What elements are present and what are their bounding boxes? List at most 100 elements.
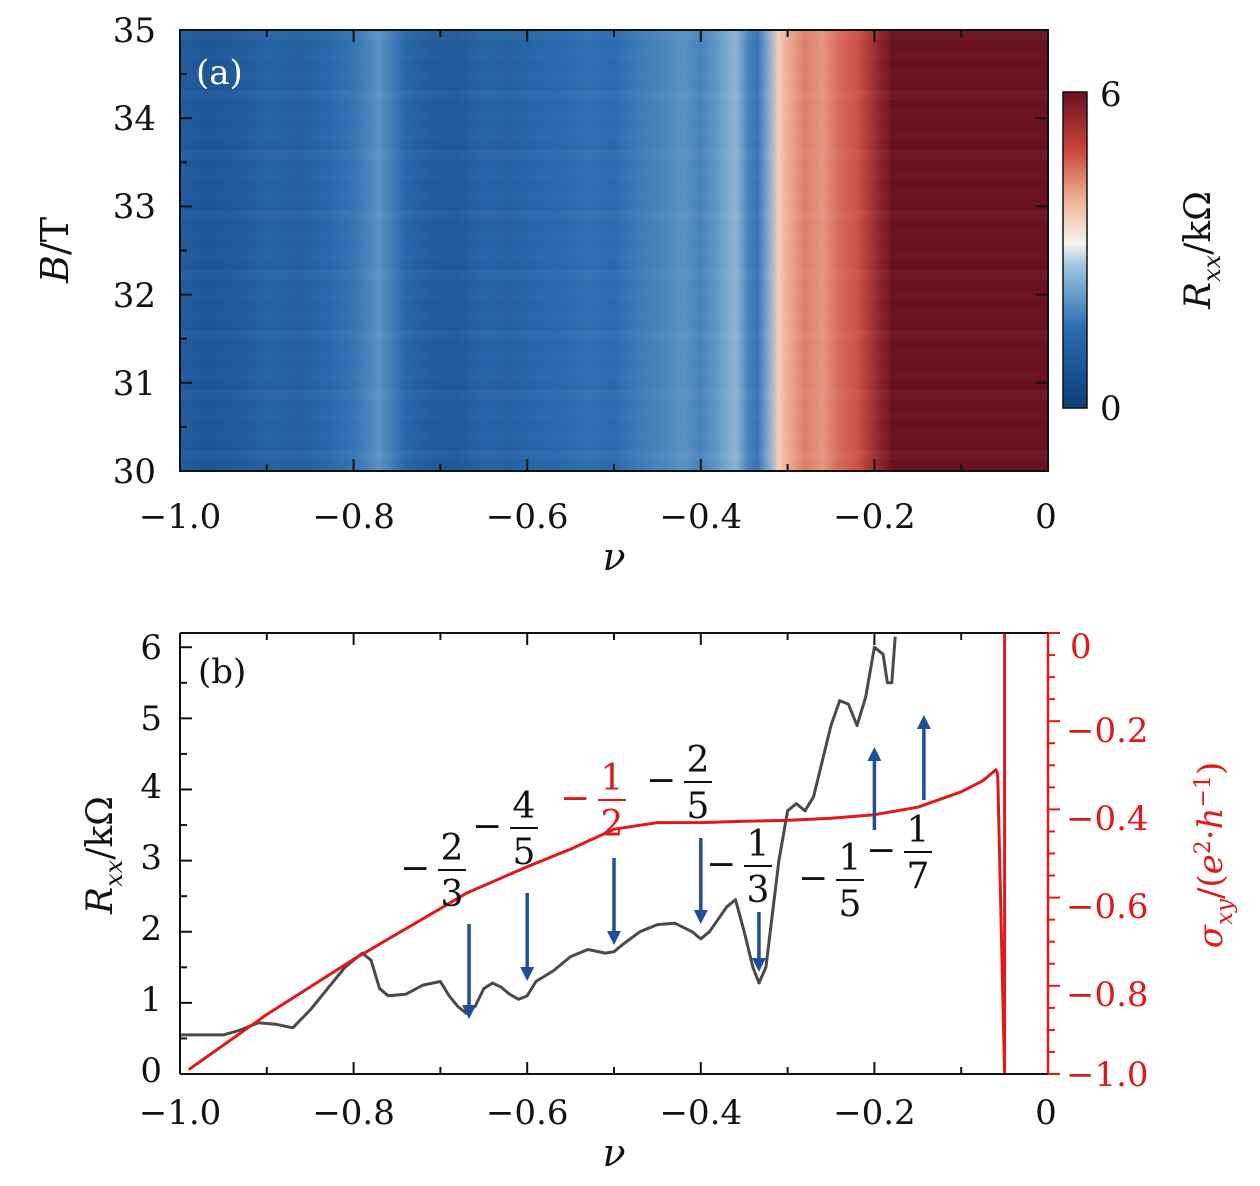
panel-b-y-ticks: 0 1 2 3 4 5 6	[140, 628, 162, 1091]
y-tick-label: 4	[140, 767, 162, 807]
y2-tick-label: −0.2	[1066, 711, 1149, 751]
y-tick-label: 6	[140, 628, 162, 668]
x-tick-label: 0	[1035, 1093, 1057, 1133]
panel-b-x-ticks: −1.0 −0.8 −0.6 −0.4 −0.2 0	[139, 1093, 1057, 1133]
fraction-denominator: 2	[601, 804, 624, 845]
fraction-denominator: 5	[687, 786, 710, 827]
fraction-label-2-3: − 2 3	[400, 828, 466, 915]
panel-b-tag: (b)	[198, 652, 246, 692]
fraction-label-1-5: − 1 5	[798, 838, 864, 925]
heatmap-band	[180, 190, 1048, 200]
fraction-sign: −	[798, 858, 828, 899]
heatmap-band	[180, 210, 1048, 220]
fraction-denominator: 5	[513, 832, 536, 873]
heatmap-band	[180, 70, 1048, 80]
heatmap-band	[180, 50, 1048, 60]
x-tick-label: −1.0	[139, 497, 222, 537]
heatmap-band	[180, 350, 1048, 360]
x-tick-label: −0.6	[486, 497, 569, 537]
y-tick-label: 35	[113, 11, 156, 51]
colorbar-label: Rxx/kΩ	[1178, 191, 1226, 310]
heatmap-band	[180, 410, 1048, 420]
annotation-arrows	[462, 715, 931, 1019]
panel-b-y-label: Rxx/kΩ	[80, 796, 128, 915]
fraction-numerator: 4	[513, 786, 536, 827]
fraction-label-1-3: − 1 3	[706, 824, 772, 911]
x-tick-label: −0.8	[312, 497, 395, 537]
panel-a-x-ticks: −1.0 −0.8 −0.6 −0.4 −0.2 0	[139, 497, 1057, 537]
colorbar-min-label: 0	[1100, 389, 1122, 429]
heatmap-band	[180, 170, 1048, 180]
y-tick-label: 34	[113, 99, 156, 139]
panel-b: (b) −1.0 −0.8 −0.6 −0.4 −0.2 0 0 1 2 3 4…	[80, 627, 1238, 1175]
fraction-sign: −	[472, 806, 502, 847]
x-tick-label: −0.4	[660, 1093, 743, 1133]
fraction-numerator: 1	[839, 838, 862, 879]
heatmap-band	[180, 110, 1048, 120]
fraction-label-2-5: − 2 5	[646, 740, 712, 827]
y-tick-label: 30	[113, 452, 156, 492]
x-tick-label: −0.2	[833, 1093, 916, 1133]
y-tick-label: 1	[140, 980, 162, 1020]
heatmap-band	[180, 430, 1048, 440]
y2-tick-label: −1.0	[1066, 1055, 1149, 1095]
fraction-denominator: 5	[839, 884, 862, 925]
y2-tick-label: −0.6	[1066, 887, 1149, 927]
heatmap-band	[180, 150, 1048, 160]
fraction-sign: −	[706, 844, 736, 885]
y2-tick-label: −0.4	[1066, 799, 1149, 839]
y-tick-label: 32	[113, 276, 156, 316]
fraction-denominator: 3	[747, 870, 770, 911]
y-tick-label: 0	[140, 1051, 162, 1091]
panel-a-y-ticks: 30 31 32 33 34 35	[113, 11, 156, 492]
y-tick-label: 5	[140, 699, 162, 739]
y-label-unit: /T	[33, 217, 77, 255]
heatmap-band	[180, 390, 1048, 400]
heatmap-band	[180, 250, 1048, 260]
y-tick-label: 33	[113, 187, 156, 227]
y-tick-label: 31	[113, 364, 156, 404]
heatmap-band	[180, 130, 1048, 140]
y-tick-label: 2	[140, 909, 162, 949]
panel-a-tag: (a)	[196, 53, 243, 93]
x-tick-label: −0.4	[660, 497, 743, 537]
x-tick-label: −0.8	[312, 1093, 395, 1133]
heatmap-band	[180, 290, 1048, 300]
y-tick-label: 3	[140, 838, 162, 878]
x-tick-label: −0.6	[486, 1093, 569, 1133]
fraction-numerator: 1	[747, 824, 770, 865]
x-tick-label: 0	[1035, 497, 1057, 537]
fraction-sign: −	[400, 848, 430, 889]
fraction-denominator: 3	[441, 874, 464, 915]
fraction-numerator: 1	[907, 810, 930, 851]
fraction-numerator: 1	[601, 758, 624, 799]
fraction-sign: −	[646, 760, 676, 801]
heatmap-band	[180, 90, 1048, 100]
fraction-label-4-5: − 4 5	[472, 786, 538, 873]
fraction-sign: −	[560, 778, 590, 819]
rxx-series-line	[180, 636, 897, 1037]
panel-b-y2-label: σxy/(e2·h−1)	[1191, 762, 1238, 948]
panel-a-x-label: ν	[602, 535, 625, 579]
heatmap-band	[180, 270, 1048, 280]
panel-a: (a) −1.0 −0.8 −0.6 −0.4 −0.2 0 30 31 32 …	[33, 11, 1226, 579]
fraction-denominator: 7	[907, 856, 930, 897]
colorbar-max-label: 6	[1100, 75, 1122, 115]
panel-a-y-label: B/T	[33, 217, 77, 284]
heatmap-band	[180, 450, 1048, 460]
heatmap-band	[180, 230, 1048, 240]
colorbar	[1062, 91, 1088, 409]
fraction-numerator: 2	[687, 740, 710, 781]
y2-tick-label: −0.8	[1066, 975, 1149, 1015]
heatmap-band	[180, 370, 1048, 380]
panel-a-tick-marks	[179, 29, 1049, 472]
fraction-numerator: 2	[441, 828, 464, 869]
panel-b-y2-ticks: 0 −0.2 −0.4 −0.6 −0.8 −1.0	[1066, 627, 1149, 1095]
fraction-sign: −	[866, 830, 896, 871]
fraction-label-1-2: − 1 2	[560, 758, 626, 845]
heatmap-band	[180, 330, 1048, 340]
heatmap	[180, 30, 1048, 471]
y2-tick-label: 0	[1070, 627, 1092, 667]
sigma-xy-series-line	[187, 633, 1007, 1074]
